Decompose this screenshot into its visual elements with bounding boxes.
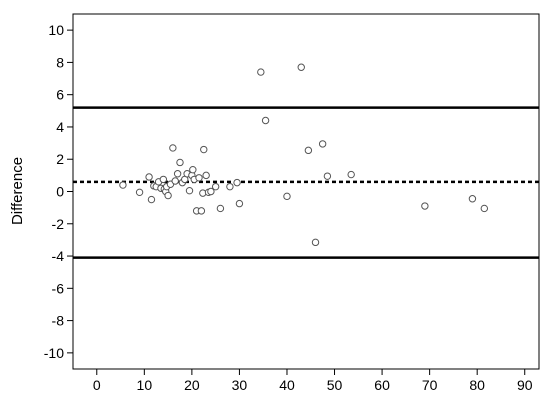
data-point (347, 170, 355, 179)
x-tick-label: 20 (184, 377, 200, 393)
x-tick-label: 80 (469, 377, 485, 393)
data-point (233, 178, 241, 187)
data-point (257, 68, 265, 76)
x-tick-label: 40 (279, 377, 295, 393)
data-point (235, 199, 244, 208)
x-tick-label: 60 (374, 377, 390, 393)
data-point (197, 207, 206, 215)
data-point (318, 140, 327, 148)
y-tick-label: -8 (52, 313, 65, 329)
data-point (480, 204, 489, 213)
y-tick-label: 4 (56, 119, 64, 135)
x-axis: 0 10 20 30 40 50 60 70 80 90 (93, 369, 533, 393)
data-point (304, 146, 313, 155)
x-tick-label: 50 (327, 377, 343, 393)
data-point (145, 173, 153, 181)
data-point (173, 170, 182, 178)
data-point (211, 182, 220, 191)
x-tick-label: 70 (422, 377, 438, 393)
data-point (283, 192, 291, 201)
data-point (207, 187, 215, 196)
y-tick-label: 10 (48, 22, 64, 38)
x-tick-label: 90 (517, 377, 533, 393)
data-point (297, 63, 305, 71)
y-axis-title: Difference (9, 157, 26, 225)
data-point (169, 144, 177, 152)
data-point (159, 175, 168, 184)
data-point (195, 174, 203, 182)
reference-lines (73, 106, 539, 259)
data-point (171, 177, 179, 185)
data-point (216, 204, 225, 213)
y-tick-label: 8 (56, 54, 64, 70)
y-tick-label: 0 (56, 184, 64, 200)
data-point (421, 202, 429, 210)
y-axis: 10 8 6 4 2 0 -2 -4 -6 -8 -10 (44, 22, 73, 361)
data-point (200, 145, 208, 154)
data-point (202, 171, 210, 180)
x-tick-label: 30 (232, 377, 248, 393)
data-point (164, 191, 172, 200)
y-tick-label: -4 (52, 248, 65, 264)
data-point (261, 116, 270, 125)
data-point (311, 238, 320, 247)
y-tick-label: -10 (44, 345, 64, 361)
data-point (323, 172, 332, 180)
data-point (185, 186, 194, 195)
y-tick-label: -6 (52, 280, 65, 296)
data-point (176, 158, 184, 167)
y-tick-label: -2 (52, 216, 65, 232)
data-point (189, 166, 197, 174)
data-point (226, 182, 234, 191)
y-tick-label: 6 (56, 87, 64, 103)
x-tick-label: 0 (93, 377, 101, 393)
data-point (468, 195, 477, 203)
x-tick-label: 10 (137, 377, 153, 393)
data-points (119, 63, 489, 247)
data-point (147, 195, 156, 204)
data-point (119, 181, 127, 189)
y-tick-label: 2 (56, 151, 64, 167)
data-point (135, 188, 144, 197)
